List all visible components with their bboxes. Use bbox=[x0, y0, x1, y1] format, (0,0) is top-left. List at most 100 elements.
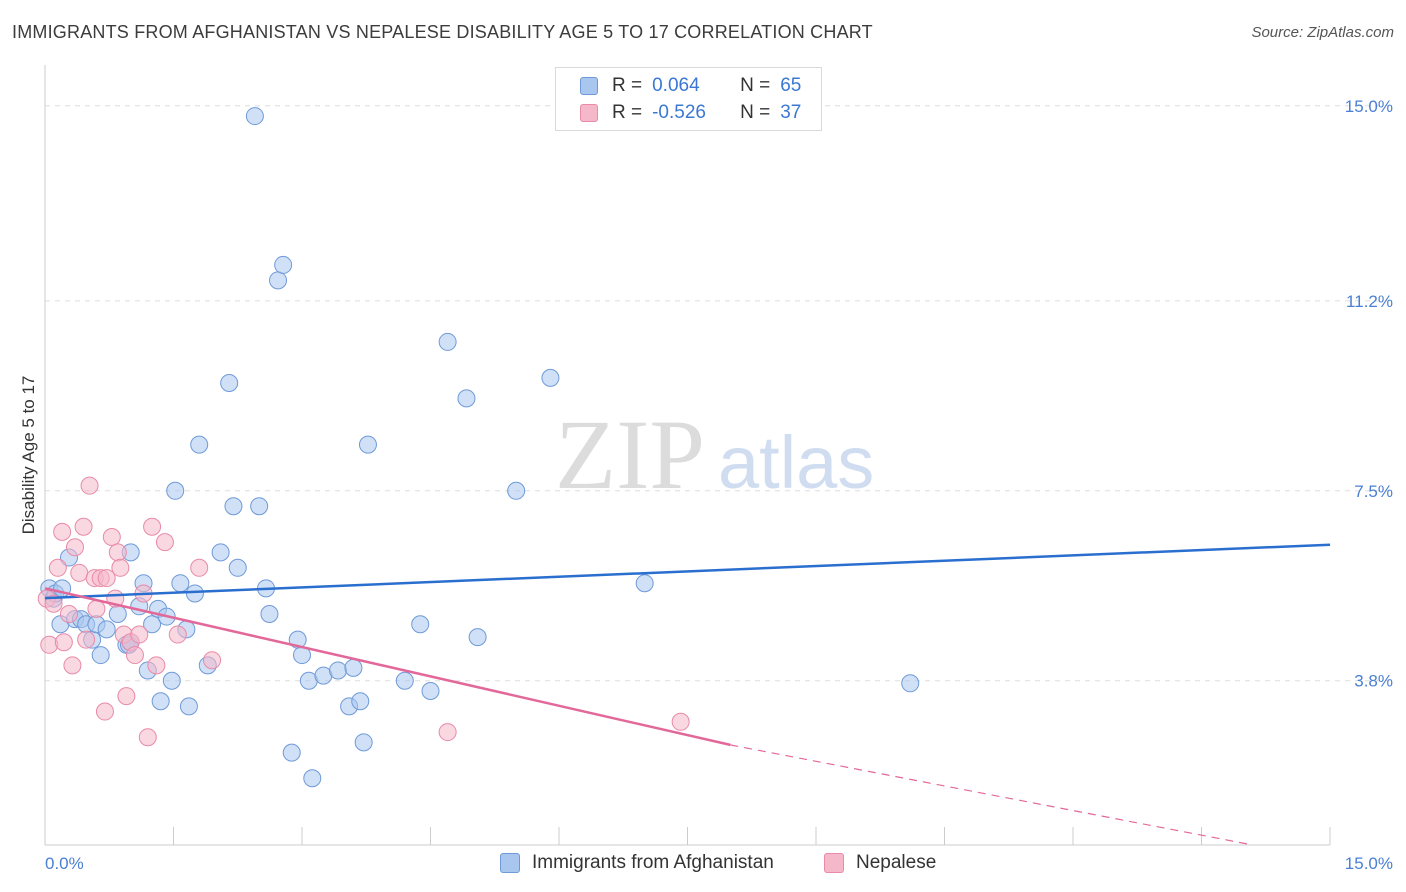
legend-n-value: 65 bbox=[780, 75, 802, 96]
series-label-nepalese: Nepalese bbox=[856, 852, 937, 873]
source-label: Source: ZipAtlas.com bbox=[1251, 24, 1394, 41]
nepalese-point bbox=[168, 625, 187, 644]
y-axis-label: Disability Age 5 to 17 bbox=[19, 376, 38, 535]
watermark: ZIP atlas bbox=[555, 399, 874, 510]
afghanistan-point bbox=[344, 658, 363, 677]
nepalese-point bbox=[138, 728, 157, 747]
nepalese-point bbox=[70, 563, 89, 582]
afghanistan-point bbox=[185, 584, 204, 603]
afghanistan-point bbox=[635, 574, 654, 593]
afghanistan-point bbox=[245, 107, 264, 126]
afghanistan-trend-line bbox=[44, 543, 1331, 600]
legend-swatch-afghanistan bbox=[580, 77, 598, 95]
afghanistan-point bbox=[220, 374, 239, 392]
y-tick-label: 3.8% bbox=[1354, 672, 1393, 691]
legend-r-value: -0.526 bbox=[652, 102, 706, 123]
x-tick-label: 0.0% bbox=[45, 854, 84, 873]
series-legend-nepalese[interactable]: Nepalese bbox=[824, 852, 936, 874]
grid-lines bbox=[45, 105, 1395, 682]
nepalese-point bbox=[59, 605, 78, 623]
afghanistan-point bbox=[151, 692, 170, 711]
afghanistan-point bbox=[354, 733, 373, 752]
nepalese-point bbox=[44, 594, 63, 613]
legend-row-afghanistan: R = 0.064 N = 65 bbox=[580, 73, 801, 99]
nepalese-point bbox=[54, 633, 73, 652]
afghanistan-point bbox=[162, 671, 181, 690]
nepalese-point bbox=[80, 476, 99, 495]
nepalese-point bbox=[130, 625, 149, 644]
nepalese-point bbox=[155, 533, 174, 552]
y-tick-label: 15.0% bbox=[1345, 97, 1393, 116]
afghanistan-point bbox=[358, 435, 377, 454]
afghanistan-point bbox=[411, 615, 430, 634]
afghanistan-point bbox=[468, 628, 487, 647]
afghanistan-point bbox=[97, 620, 116, 639]
series-legend: Immigrants from Afghanistan Nepalese bbox=[0, 852, 1406, 878]
nepalese-trend-line bbox=[44, 587, 731, 747]
afghanistan-point bbox=[166, 481, 185, 500]
nepalese-point bbox=[143, 517, 162, 536]
series-swatch-nepalese bbox=[824, 853, 844, 873]
y-tick-label: 7.5% bbox=[1354, 482, 1393, 501]
nepalese-trend-line-extension bbox=[730, 744, 1254, 846]
nepalese-point bbox=[65, 538, 84, 557]
afghanistan-point bbox=[541, 368, 560, 387]
afghanistan-point bbox=[395, 671, 414, 690]
nepalese-point bbox=[111, 558, 130, 577]
afghanistan-point bbox=[143, 615, 162, 634]
legend-n-value: 37 bbox=[780, 102, 802, 123]
nepalese-point bbox=[63, 656, 82, 675]
nepalese-point bbox=[87, 599, 106, 618]
afghanistan-point bbox=[269, 271, 288, 290]
legend-n-label: N = bbox=[740, 102, 771, 123]
afghanistan-point bbox=[260, 605, 279, 623]
nepalese-point bbox=[117, 687, 136, 706]
series-label-afghanistan: Immigrants from Afghanistan bbox=[532, 852, 774, 873]
afghanistan-point bbox=[438, 332, 457, 351]
afghanistan-point bbox=[457, 389, 476, 408]
nepalese-point bbox=[108, 543, 127, 562]
legend-row-nepalese: R = -0.526 N = 37 bbox=[580, 100, 801, 126]
afghanistan-point bbox=[421, 682, 440, 700]
legend-r-label: R = bbox=[612, 102, 643, 123]
axes bbox=[44, 65, 1331, 846]
legend-r-value: 0.064 bbox=[652, 75, 700, 96]
afghanistan-point bbox=[351, 692, 370, 711]
afghanistan-point bbox=[228, 558, 247, 577]
afghanistan-point bbox=[211, 543, 230, 562]
afghanistan-point bbox=[901, 674, 920, 693]
chart-title: IMMIGRANTS FROM AFGHANISTAN VS NEPALESE … bbox=[12, 22, 873, 42]
legend-r-label: R = bbox=[612, 75, 643, 96]
nepalese-point bbox=[125, 646, 144, 665]
afghanistan-point bbox=[250, 497, 269, 516]
afghanistan-point bbox=[274, 255, 293, 274]
x-tick-label: 15.0% bbox=[1345, 854, 1393, 873]
afghanistan-point bbox=[171, 574, 190, 593]
tick-labels: 3.8% 7.5% 11.2% 15.0% 0.0% 15.0% bbox=[45, 97, 1393, 873]
nepalese-point bbox=[77, 630, 96, 649]
nepalese-point bbox=[74, 517, 93, 536]
afghanistan-point bbox=[190, 435, 209, 454]
afghanistan-point bbox=[303, 769, 322, 788]
nepalese-point bbox=[97, 569, 116, 588]
afghanistan-point bbox=[224, 497, 243, 516]
nepalese-point bbox=[203, 651, 222, 670]
data-points bbox=[37, 107, 920, 788]
legend-swatch-nepalese bbox=[580, 104, 598, 122]
nepalese-point bbox=[102, 528, 121, 546]
nepalese-point bbox=[53, 522, 72, 541]
watermark-zip: ZIP bbox=[555, 399, 705, 510]
series-swatch-afghanistan bbox=[500, 853, 520, 873]
afghanistan-point bbox=[282, 743, 301, 762]
y-tick-label: 11.2% bbox=[1346, 292, 1393, 311]
nepalese-point bbox=[147, 656, 166, 675]
afghanistan-point bbox=[179, 697, 198, 716]
afghanistan-point bbox=[507, 481, 526, 500]
afghanistan-point bbox=[91, 646, 110, 665]
watermark-atlas: atlas bbox=[718, 421, 874, 504]
nepalese-point bbox=[438, 723, 457, 742]
correlation-legend: R = 0.064 N = 65 R = -0.526 N = 37 bbox=[555, 67, 822, 131]
nepalese-point bbox=[671, 712, 690, 731]
series-legend-afghanistan[interactable]: Immigrants from Afghanistan bbox=[500, 852, 774, 874]
